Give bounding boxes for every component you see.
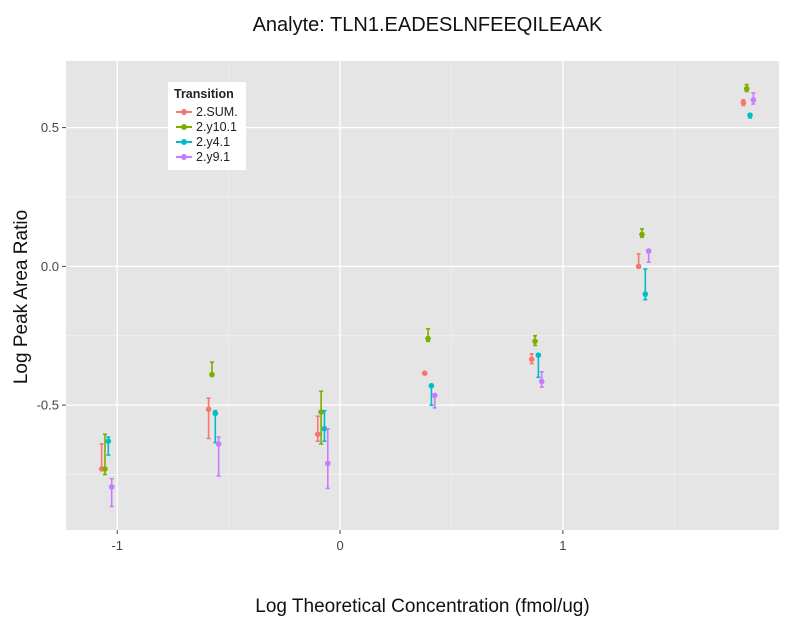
x-tick-label: -1	[111, 538, 123, 553]
legend-key-icon	[174, 149, 194, 164]
legend-item: 2.y10.1	[174, 119, 238, 134]
data-point	[639, 231, 645, 238]
legend-label: 2.y4.1	[196, 134, 231, 149]
data-marks	[98, 83, 757, 508]
data-point	[642, 291, 649, 297]
data-point	[747, 112, 753, 118]
data-point	[538, 378, 545, 385]
chart-title: Analyte: TLN1.EADESLNFEEQILEAAK	[252, 14, 603, 36]
data-point	[645, 248, 652, 254]
legend-item: 2.SUM.	[174, 104, 238, 119]
data-point	[102, 466, 108, 472]
data-point	[314, 431, 321, 438]
legend: Transition 2.SUM. 2.y10.1 2.y4.1 2.y9.1	[168, 82, 246, 170]
data-point	[205, 406, 212, 413]
data-point	[532, 338, 538, 345]
y-tick-label: 0.0	[41, 259, 59, 274]
chart-canvas: -1 0 1 -0.5 0.0 0.5	[37, 61, 779, 553]
data-point	[743, 85, 750, 92]
data-point	[325, 460, 331, 467]
legend-label: 2.y9.1	[196, 149, 231, 164]
x-axis-label: Log Theoretical Concentration (fmol/ug)	[255, 596, 590, 617]
legend-key-icon	[174, 119, 194, 134]
y-tick-label: 0.5	[41, 120, 59, 135]
x-tick-label: 1	[559, 538, 566, 553]
y-tick-label: -0.5	[37, 398, 59, 413]
series-2-SUM	[98, 99, 747, 472]
data-point	[635, 263, 642, 270]
data-point	[431, 392, 438, 399]
data-point	[108, 484, 115, 490]
data-point	[535, 352, 542, 358]
data-point	[421, 370, 428, 377]
legend-key-icon	[174, 134, 194, 149]
legend-label: 2.SUM.	[196, 104, 238, 119]
axis-ticks: -1 0 1 -0.5 0.0 0.5	[37, 120, 567, 553]
legend-item: 2.y4.1	[174, 134, 238, 149]
data-point	[209, 371, 215, 378]
data-point	[215, 441, 222, 447]
data-point	[528, 356, 535, 363]
data-point	[428, 382, 435, 389]
data-point	[212, 410, 219, 417]
legend-key-icon	[174, 104, 194, 119]
x-tick-label: 0	[336, 538, 343, 553]
y-axis-label: Log Peak Area Ratio	[11, 209, 32, 385]
series-2-y4-1	[105, 112, 753, 456]
legend-items: 2.SUM. 2.y10.1 2.y4.1 2.y9.1	[174, 104, 238, 164]
data-point	[750, 97, 757, 103]
legend-label: 2.y10.1	[196, 119, 238, 134]
legend-item: 2.y9.1	[174, 149, 238, 164]
data-point	[321, 425, 328, 432]
series-2-y9-1	[108, 92, 757, 508]
data-point	[425, 335, 431, 342]
legend-title: Transition	[174, 87, 234, 101]
data-point	[740, 99, 747, 106]
grid-lines	[66, 61, 779, 530]
data-point	[105, 438, 112, 444]
series-2-y10-1	[102, 83, 750, 476]
